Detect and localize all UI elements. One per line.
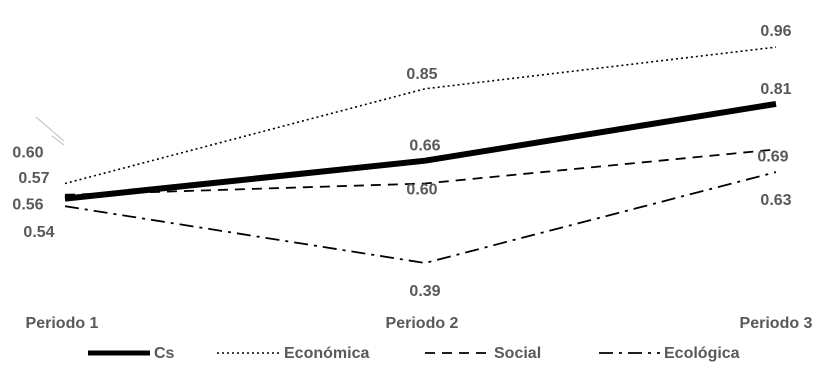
series-line-cs (64, 100, 777, 202)
legend-label: Ecológica (664, 345, 740, 362)
data-label-econ-mica-2: 0.85 (406, 66, 437, 83)
data-label-ecol-gica-1: 0.54 (23, 224, 54, 241)
data-label-ecol-gica-3: 0.63 (760, 192, 791, 209)
data-label-econ-mica-1: 0.60 (12, 144, 43, 161)
data-label-social-2: 0.60 (406, 181, 437, 198)
series-line-ecol-gica (64, 171, 777, 264)
data-label-cs-1: 0.56 (12, 197, 43, 214)
x-tick-label-1: Periodo 1 (26, 315, 99, 332)
series-line-social (64, 148, 777, 196)
data-label-cs-2: 0.66 (409, 138, 440, 155)
legend: Cs Económica Social Ecológica (88, 345, 740, 362)
legend-item-cs: Cs (88, 345, 175, 362)
legend-item-econ-mica: Económica (217, 345, 369, 362)
data-label-social-1: 0.57 (18, 170, 49, 187)
legend-item-ecol-gica: Ecológica (599, 345, 740, 362)
legend-label: Social (494, 345, 541, 362)
legend-item-social: Social (425, 345, 541, 362)
leader-line-economica-p1 (35, 116, 65, 142)
x-tick-label-3: Periodo 3 (740, 315, 813, 332)
data-label-layer: 0.56 0.66 0.81 0.60 0.85 0.96 0.57 0.60 0.69 0.54… (12, 23, 791, 300)
series-layer (64, 46, 777, 264)
x-tick-label-2: Periodo 2 (386, 315, 459, 332)
x-axis-tick-labels: Periodo 1 Periodo 2 Periodo 3 (26, 315, 813, 332)
legend-label: Económica (284, 345, 369, 362)
data-label-econ-mica-3: 0.96 (760, 23, 791, 40)
data-label-ecol-gica-2: 0.39 (409, 283, 440, 300)
leader-line-social-p1 (51, 135, 65, 146)
data-label-cs-3: 0.81 (760, 81, 791, 98)
data-label-social-3: 0.69 (757, 148, 788, 165)
legend-label: Cs (154, 345, 175, 362)
